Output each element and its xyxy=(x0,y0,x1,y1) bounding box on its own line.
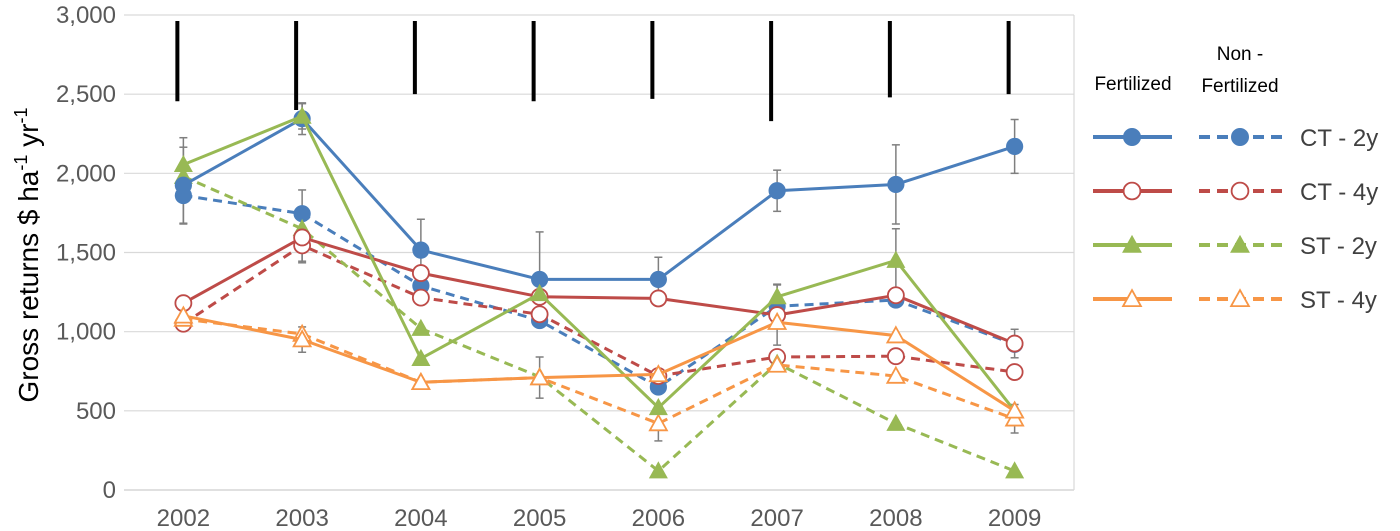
series-line-st2-f xyxy=(182,114,1016,412)
data-point-st4-f-2005 xyxy=(529,367,550,386)
data-point-st4-f-2009 xyxy=(1004,400,1025,419)
data-point-st2-f-2004 xyxy=(411,348,431,366)
y-tick-label-2: 1,000 xyxy=(56,319,116,346)
y-tick-label-5: 2,500 xyxy=(56,81,116,108)
series-line-st4-nf xyxy=(183,317,1016,425)
series-line-ct4-f xyxy=(182,236,1016,345)
legend-marker-fertilized xyxy=(1122,234,1142,253)
legend-label: CT - 2y xyxy=(1300,125,1378,152)
data-point-st4-f-2008 xyxy=(885,325,906,344)
x-tick-label-2006: 2006 xyxy=(632,505,685,531)
legend-header-nonfertilized-line1: Non - xyxy=(1217,44,1263,65)
data-point-st2-f-2007 xyxy=(767,287,787,305)
data-point-ct4-nf-2009 xyxy=(1005,363,1024,381)
data-point-st2-f-2005 xyxy=(530,283,550,302)
y-tick-label-4: 2,000 xyxy=(56,160,116,187)
legend-row-3: ST - 4y xyxy=(1093,287,1377,314)
data-point-st4-nf-2006 xyxy=(648,413,669,432)
x-tick-label-2007: 2007 xyxy=(750,505,803,531)
data-point-ct4-nf-2005 xyxy=(530,305,549,324)
data-point-ct4-f-2009 xyxy=(1005,334,1024,353)
legend-marker-nonfertilized xyxy=(1230,181,1250,201)
legend: Fertilized Non - Fertilized CT - 2y CT - … xyxy=(1093,44,1378,314)
y-axis-title-main: Gross returns $ ha xyxy=(13,170,44,402)
data-point-st4-f-2007 xyxy=(767,311,788,330)
y-axis-title-mid: yr xyxy=(13,124,44,155)
series-line-ct2-f xyxy=(182,117,1016,281)
tick-labels: 0 500 1,000 1,500 2,000 2,500 3,000 2002 2003 200… xyxy=(56,2,1041,531)
y-axis-title-sup2: -1 xyxy=(11,107,31,123)
lsd-bars xyxy=(175,21,1011,122)
legend-label: ST - 2y xyxy=(1300,233,1377,260)
data-point-ct2-f-2002 xyxy=(174,176,192,194)
series-line-st2-nf xyxy=(182,175,1016,473)
gridlines xyxy=(124,14,1075,491)
data-point-st2-f-2006 xyxy=(648,397,668,416)
legend-marker-nonfertilized xyxy=(1229,288,1251,308)
data-point-st4-f-2006 xyxy=(648,364,669,383)
series-line-ct4-nf xyxy=(182,243,1015,378)
series-lines xyxy=(173,106,1025,479)
y-tick-label-1: 500 xyxy=(76,398,116,425)
data-point-ct2-f-2009 xyxy=(1006,137,1024,156)
data-point-st2-nf-2009 xyxy=(1005,461,1025,479)
data-point-ct2-f-2004 xyxy=(412,241,430,259)
error-bars xyxy=(179,102,1019,442)
data-point-st4-f-2002 xyxy=(173,305,194,324)
x-tick-label-2003: 2003 xyxy=(275,505,328,531)
series-line-st4-f xyxy=(183,314,1016,413)
legend-marker-fertilized xyxy=(1122,128,1141,147)
y-tick-label-0: 0 xyxy=(103,477,116,504)
legend-label: CT - 4y xyxy=(1300,179,1378,206)
data-point-ct4-f-2004 xyxy=(411,264,430,282)
data-point-st4-f-2003 xyxy=(292,329,313,348)
legend-row-1: CT - 4y xyxy=(1093,179,1378,206)
data-point-ct2-f-2008 xyxy=(887,175,905,194)
y-tick-label-3: 1,500 xyxy=(56,240,116,267)
y-axis-title: Gross returns $ ha-1 yr-1 xyxy=(11,107,44,402)
data-point-ct4-nf-2008 xyxy=(886,347,905,366)
legend-marker-fertilized xyxy=(1121,288,1143,308)
legend-marker-fertilized xyxy=(1122,181,1142,201)
y-axis-title-sup1: -1 xyxy=(11,155,31,171)
series-ct4-f xyxy=(174,228,1024,353)
data-point-ct4-nf-2004 xyxy=(411,288,430,307)
x-tick-label-2005: 2005 xyxy=(513,505,566,531)
data-point-ct2-f-2007 xyxy=(768,182,786,200)
legend-header-nonfertilized-line2: Fertilized xyxy=(1201,76,1278,97)
data-point-st2-f-2003 xyxy=(292,106,312,124)
x-tick-label-2004: 2004 xyxy=(394,505,447,531)
legend-header-fertilized: Fertilized xyxy=(1094,74,1171,95)
series-st2-f xyxy=(173,106,1025,419)
legend-label: ST - 4y xyxy=(1300,287,1377,314)
series-st4-f xyxy=(173,305,1025,419)
data-point-st4-nf-2007 xyxy=(767,354,788,373)
data-point-st4-f-2004 xyxy=(410,371,431,391)
data-point-ct4-f-2003 xyxy=(293,228,312,247)
series-line-ct2-nf xyxy=(183,194,1016,389)
x-tick-label-2009: 2009 xyxy=(988,505,1041,531)
legend-row-2: ST - 2y xyxy=(1093,233,1377,260)
data-point-ct4-f-2006 xyxy=(649,289,668,308)
x-tick-label-2002: 2002 xyxy=(157,505,210,531)
data-point-st2-nf-2006 xyxy=(648,461,668,479)
data-point-ct4-f-2008 xyxy=(886,286,905,305)
data-point-st4-nf-2008 xyxy=(885,365,906,384)
y-tick-label-6: 3,000 xyxy=(56,2,116,29)
x-tick-label-2008: 2008 xyxy=(869,505,922,531)
data-point-st2-nf-2004 xyxy=(411,318,431,336)
data-point-ct2-f-2006 xyxy=(649,270,667,289)
legend-marker-nonfertilized xyxy=(1230,128,1249,147)
data-point-st2-f-2002 xyxy=(173,154,193,173)
legend-row-0: CT - 2y xyxy=(1093,125,1378,152)
data-point-st2-f-2008 xyxy=(886,250,906,268)
legend-marker-nonfertilized xyxy=(1230,234,1250,253)
data-point-st2-nf-2008 xyxy=(886,413,906,431)
